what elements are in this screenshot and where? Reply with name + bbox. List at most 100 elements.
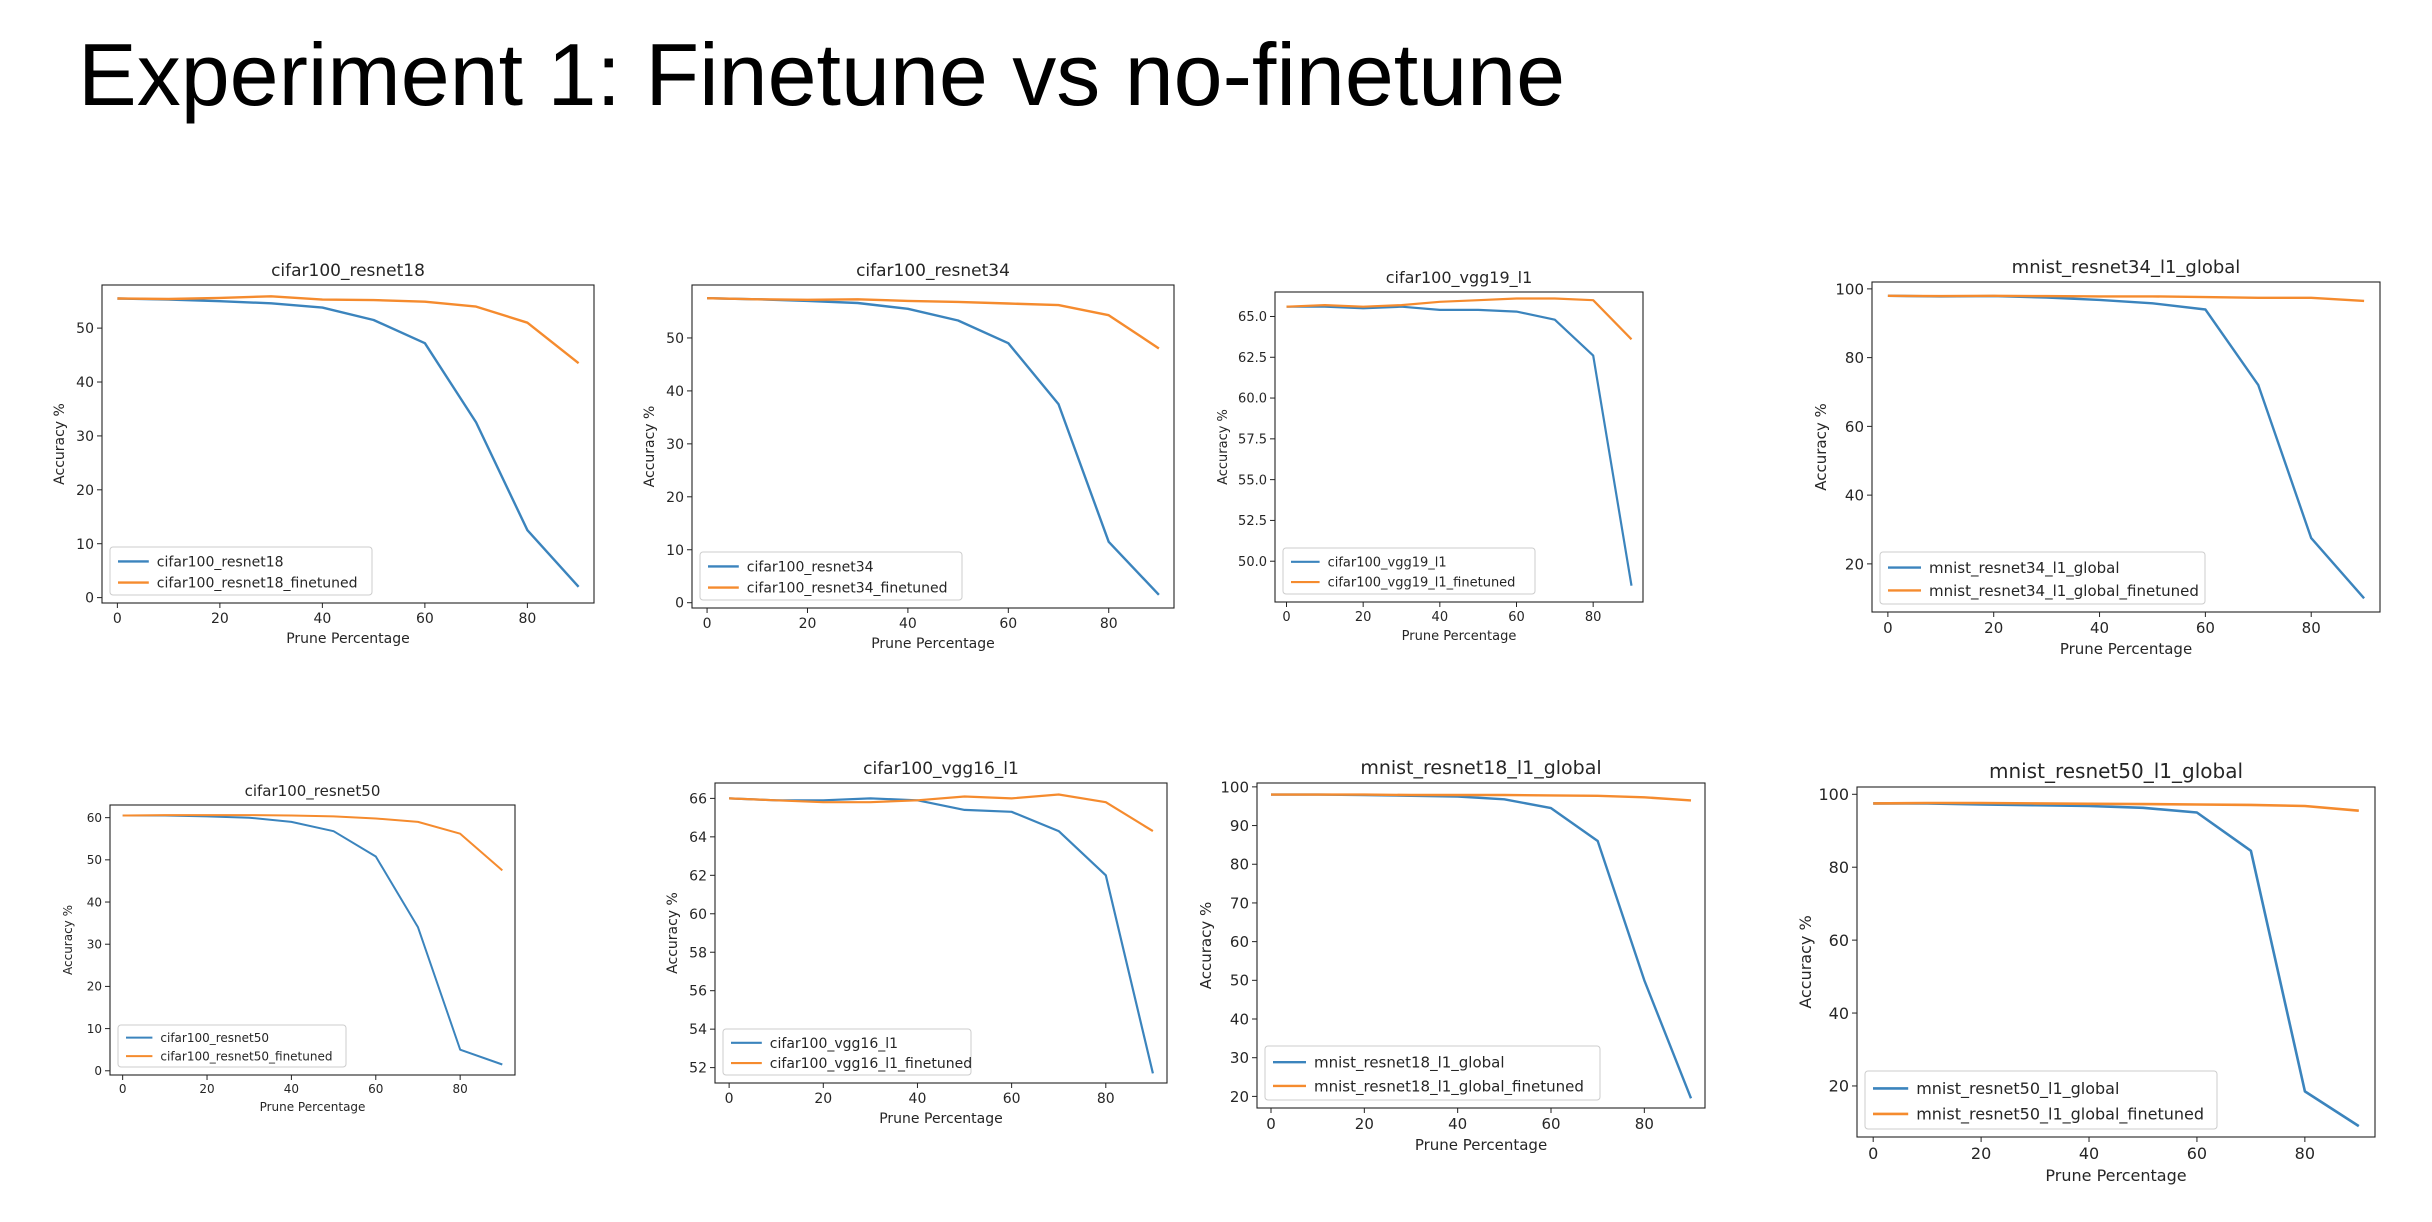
x-axis-label: Prune Percentage <box>260 1100 366 1114</box>
x-tick-label: 60 <box>2196 619 2215 637</box>
y-tick-label: 20 <box>666 490 684 506</box>
y-tick-label: 60.0 <box>1238 392 1267 407</box>
legend-box <box>1282 547 1536 595</box>
x-tick-label: 20 <box>814 1091 832 1107</box>
series-line-finetuned <box>729 793 1154 833</box>
plot-frame <box>109 804 516 1076</box>
legend-box <box>117 1024 347 1068</box>
legend-label: mnist_resnet18_l1_global <box>1314 1054 1505 1073</box>
legend-label: mnist_resnet50_l1_global <box>1916 1079 2119 1099</box>
x-tick-label: 80 <box>518 611 536 627</box>
chart-mnist-resnet18-l1-global: mnist_resnet18_l1_global 0 20 40 60 80 20 30 40 5… <box>1197 757 1706 1154</box>
x-tick-label: 20 <box>1355 610 1372 625</box>
x-tick-label: 40 <box>899 616 917 632</box>
x-tick-label: 0 <box>1883 619 1893 637</box>
x-tick-label: 0 <box>725 1091 734 1107</box>
legend-label: mnist_resnet34_l1_global <box>1929 559 2120 578</box>
x-tick-label: 20 <box>1355 1115 1374 1133</box>
y-tick-label: 40 <box>76 375 94 391</box>
y-tick-label: 60 <box>87 811 102 825</box>
x-tick-label: 60 <box>2187 1144 2207 1163</box>
legend-box <box>699 551 963 601</box>
x-tick-label: 0 <box>1266 1115 1276 1133</box>
x-tick-label: 60 <box>1003 1091 1021 1107</box>
x-tick-label: 40 <box>909 1091 927 1107</box>
x-tick-label: 40 <box>2090 619 2109 637</box>
x-tick-label: 80 <box>1100 616 1118 632</box>
y-tick-label: 80 <box>1845 349 1864 367</box>
y-tick-label: 30 <box>87 938 102 952</box>
x-tick-label: 20 <box>1984 619 2003 637</box>
y-tick-label: 60 <box>1829 931 1849 950</box>
x-axis-label: Prune Percentage <box>879 1111 1003 1127</box>
y-tick-label: 100 <box>1220 778 1249 796</box>
legend-label: cifar100_resnet18 <box>157 554 284 570</box>
y-tick-label: 40 <box>666 384 684 400</box>
plot-frame <box>1856 786 2376 1138</box>
y-tick-label: 20 <box>1845 555 1864 573</box>
y-tick-label: 30 <box>666 437 684 453</box>
y-tick-label: 50 <box>87 853 102 867</box>
y-tick-label: 50 <box>666 331 684 347</box>
y-tick-label: 40 <box>1230 1010 1249 1028</box>
x-tick-label: 20 <box>199 1082 214 1096</box>
y-tick-label: 40 <box>1829 1004 1849 1023</box>
y-axis-label: Accuracy % <box>1812 403 1830 491</box>
x-tick-label: 40 <box>2079 1144 2099 1163</box>
y-tick-label: 20 <box>1230 1088 1249 1106</box>
plot-frame <box>1256 782 1706 1109</box>
y-tick-label: 90 <box>1230 817 1249 835</box>
y-tick-label: 0 <box>675 596 684 612</box>
y-tick-label: 10 <box>87 1022 102 1036</box>
y-tick-label: 62 <box>689 868 707 884</box>
x-tick-label: 40 <box>1432 610 1449 625</box>
y-tick-label: 60 <box>1230 933 1249 951</box>
chart-cifar100-resnet18: cifar100_resnet18 0 20 40 60 80 0 10 20 30 40 50 Pru… <box>52 261 595 647</box>
x-tick-label: 20 <box>799 616 817 632</box>
y-tick-label: 58 <box>689 945 707 961</box>
y-tick-label: 64 <box>689 830 707 846</box>
legend-label: cifar100_resnet34_finetuned <box>747 581 948 597</box>
legend-label: cifar100_resnet34 <box>747 559 874 575</box>
x-tick-label: 40 <box>1448 1115 1467 1133</box>
x-tick-label: 20 <box>1971 1144 1991 1163</box>
y-tick-label: 20 <box>76 483 94 499</box>
x-axis-label: Prune Percentage <box>1402 629 1517 644</box>
legend-box <box>1264 1045 1601 1101</box>
x-tick-label: 60 <box>416 611 434 627</box>
x-tick-label: 80 <box>1635 1115 1654 1133</box>
x-tick-label: 80 <box>453 1082 468 1096</box>
chart-title: cifar100_vgg19_l1 <box>1386 268 1533 288</box>
series-line-finetuned <box>1887 294 2365 303</box>
chart-cifar100-vgg16-l1: cifar100_vgg16_l1 0 20 40 60 80 52 54 56 58 60 62 64… <box>665 759 1168 1127</box>
chart-title: cifar100_vgg16_l1 <box>863 759 1019 779</box>
chart-title: mnist_resnet18_l1_global <box>1360 757 1601 779</box>
y-tick-label: 54 <box>689 1022 707 1038</box>
plot-frame <box>714 782 1168 1084</box>
x-axis-label: Prune Percentage <box>286 631 410 647</box>
x-tick-label: 80 <box>2302 619 2321 637</box>
chart-mnist-resnet34-l1-global: mnist_resnet34_l1_global 0 20 40 60 80 20 40 60 8… <box>1812 257 2381 658</box>
chart-title: mnist_resnet34_l1_global <box>2012 257 2241 278</box>
x-tick-label: 40 <box>284 1082 299 1096</box>
y-tick-label: 20 <box>87 980 102 994</box>
legend-label: cifar100_resnet18_finetuned <box>157 576 358 592</box>
legend-label: cifar100_vgg19_l1_finetuned <box>1328 576 1516 591</box>
x-tick-label: 60 <box>1508 610 1525 625</box>
y-tick-label: 70 <box>1230 894 1249 912</box>
chart-cifar100-vgg19-l1: cifar100_vgg19_l1 0 20 40 60 80 50.0 52.5 55.0 57… <box>1216 268 1644 644</box>
legend-label: cifar100_vgg16_l1 <box>770 1036 898 1052</box>
y-tick-label: 50 <box>76 321 94 337</box>
y-tick-label: 20 <box>1829 1077 1849 1096</box>
y-axis-label: Accuracy % <box>1796 915 1815 1008</box>
slide-title: Experiment 1: Finetune vs no-finetune <box>78 25 1566 124</box>
y-tick-label: 40 <box>1845 487 1864 505</box>
plot-frame <box>101 284 595 604</box>
chart-title: cifar100_resnet18 <box>271 261 425 281</box>
x-tick-label: 20 <box>211 611 229 627</box>
y-tick-label: 80 <box>1829 858 1849 877</box>
y-tick-label: 10 <box>76 537 94 553</box>
plot-frame <box>1871 281 2381 613</box>
x-tick-label: 60 <box>1541 1115 1560 1133</box>
